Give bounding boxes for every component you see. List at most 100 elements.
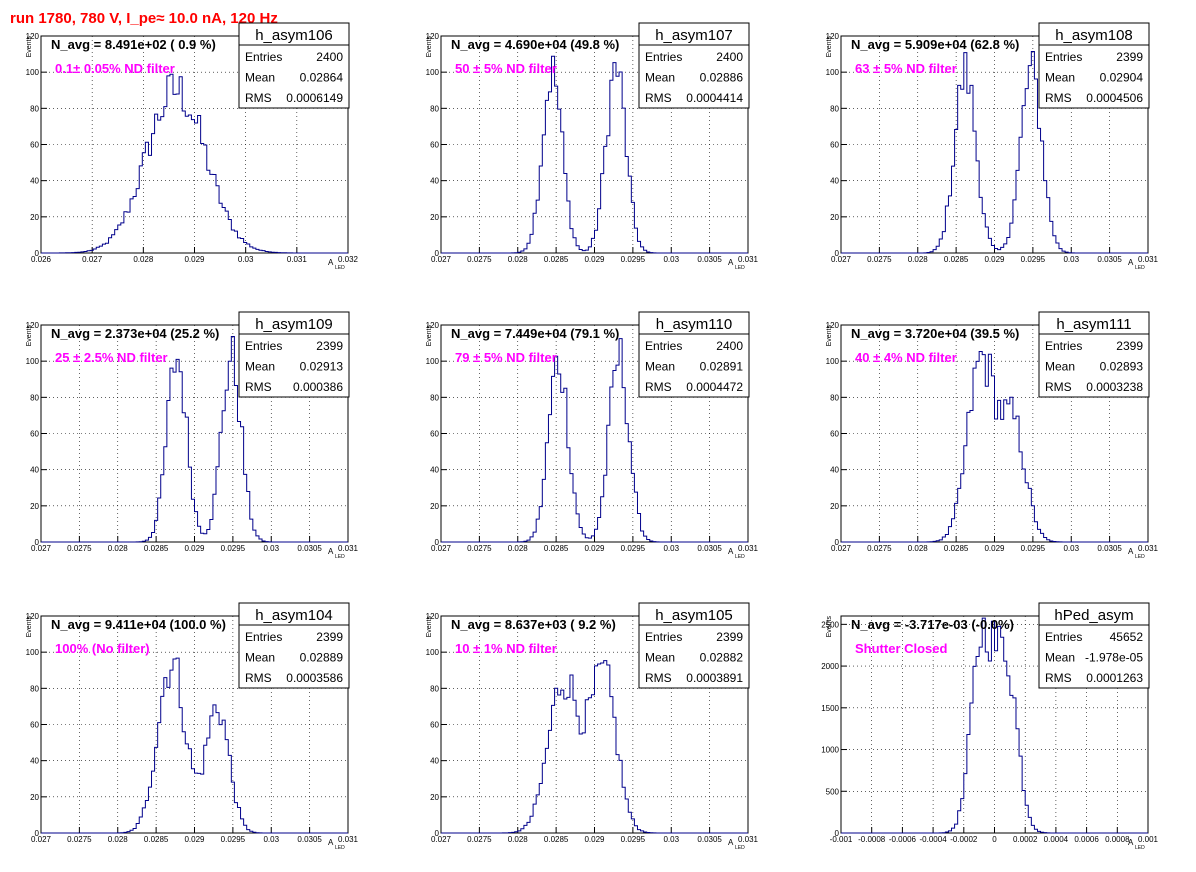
x-tick-label: 0.0305 [1097,255,1122,264]
stats-value: 0.02904 [1100,71,1144,85]
x-axis-label-subscript: LED [335,845,345,851]
histogram-panel-h_asym106: 0.026 0.027 0.028 0.029 0.03 0.031 0.032 0 20 40 6… [26,22,359,271]
x-axis-label: A [728,258,734,267]
y-tick-label: 100 [826,68,840,77]
y-tick-label: 40 [430,757,439,766]
x-tick-label: 0.027 [431,544,452,553]
y-tick-label: 20 [430,793,439,802]
x-tick-label: 0.0295 [221,544,246,553]
x-tick-label: 0.031 [338,544,359,553]
y-tick-label: 20 [830,213,839,222]
x-tick-label: 0.0295 [1021,544,1046,553]
x-axis-label: A [328,258,334,267]
stats-value: 2400 [316,50,343,64]
stats-key: Mean [245,651,275,665]
stats-value: 2399 [716,630,743,644]
stats-value: 0.000386 [293,380,343,394]
stats-title: h_asym106 [255,27,333,44]
x-axis-label-subscript: LED [335,265,345,271]
y-tick-label: 80 [30,393,39,402]
y-tick-label: 2000 [821,662,839,671]
x-tick-label: 0.031 [1138,255,1159,264]
y-tick-label: 2500 [821,620,839,629]
x-tick-label: 0.028 [508,544,529,553]
x-tick-label: -0.0002 [950,835,978,844]
y-tick-label: 40 [30,177,39,186]
x-tick-label: 0.027 [31,835,52,844]
stats-value: -1.978e-05 [1085,651,1143,665]
y-tick-label: 0 [835,829,840,838]
navg-label: N_avg = 5.909e+04 (62.8 %) [851,37,1019,52]
x-axis-label: A [728,838,734,847]
x-axis-label: A [1128,838,1134,847]
stats-key: Mean [645,651,675,665]
filter-annotation: 10 ± 1% ND filter [455,641,557,656]
x-tick-label: 0.0285 [544,255,569,264]
y-tick-label: 100 [426,357,440,366]
y-tick-label: 120 [26,612,40,621]
x-tick-label: 0.0285 [144,835,169,844]
y-tick-label: 120 [26,32,40,41]
x-tick-label: 0.0275 [867,544,892,553]
y-tick-label: 40 [30,466,39,475]
y-tick-label: 120 [26,321,40,330]
x-axis-label: A [328,838,334,847]
y-axis-label: Events [826,36,833,58]
y-tick-label: 100 [26,357,40,366]
navg-label: N_avg = 8.637e+03 ( 9.2 %) [451,617,616,632]
y-tick-label: 60 [430,430,439,439]
stats-key: Entries [1045,339,1082,353]
histogram-series [841,350,1148,543]
y-axis-label: Events [26,36,33,58]
x-tick-label: 0.0275 [67,835,92,844]
x-tick-label: 0.0305 [697,835,722,844]
x-tick-label: 0.028 [908,544,929,553]
stats-box [238,602,350,689]
y-tick-label: 0 [835,538,840,547]
x-axis-label-subscript: LED [1135,845,1145,851]
stats-value: 0.0003586 [286,671,343,685]
x-tick-label: 0.0295 [221,835,246,844]
x-tick-label: 0.0275 [67,544,92,553]
x-tick-label: 0.0285 [944,255,969,264]
stats-value: 2399 [316,630,343,644]
histogram-series [41,335,348,543]
x-tick-label: 0.028 [108,544,129,553]
y-tick-label: 40 [830,466,839,475]
histogram-series [841,617,1148,834]
y-tick-label: 60 [830,430,839,439]
x-tick-label: 0.0305 [297,835,322,844]
x-tick-label: 0.026 [31,255,52,264]
y-tick-label: 0 [835,249,840,258]
stats-key: Entries [645,630,682,644]
x-tick-label: 0.0285 [944,544,969,553]
stats-title: h_asym105 [655,607,733,624]
stats-value: 0.02886 [700,71,744,85]
histogram-series [441,660,748,834]
y-tick-label: 80 [830,104,839,113]
stats-key: Entries [1045,630,1082,644]
stats-title: h_asym107 [655,27,733,44]
histogram-series [41,73,348,254]
x-tick-label: 0.028 [133,255,154,264]
x-tick-label: -0.001 [830,835,853,844]
y-axis-label: Events [426,325,433,347]
y-tick-label: 60 [30,721,39,730]
x-axis-label: A [1128,547,1134,556]
x-tick-label: 0.031 [738,544,759,553]
x-tick-label: 0.027 [82,255,103,264]
filter-annotation: 40 ± 4% ND filter [855,350,957,365]
y-tick-label: 20 [30,793,39,802]
stats-value: 0.0004506 [1086,91,1143,105]
y-tick-label: 0 [35,829,40,838]
navg-label: N_avg = 7.449e+04 (79.1 %) [451,326,619,341]
x-tick-label: 0.0285 [544,544,569,553]
filter-annotation: 100% (No filter) [55,641,150,656]
y-tick-label: 80 [30,104,39,113]
y-tick-label: 120 [426,612,440,621]
y-tick-label: 80 [430,104,439,113]
y-tick-label: 0 [435,538,440,547]
histogram-panel-h_asym105: 0.027 0.0275 0.028 0.0285 0.029 0.0295 0.03 0.0… [426,602,759,851]
x-tick-label: 0.0275 [467,544,492,553]
x-tick-label: 0 [992,835,997,844]
